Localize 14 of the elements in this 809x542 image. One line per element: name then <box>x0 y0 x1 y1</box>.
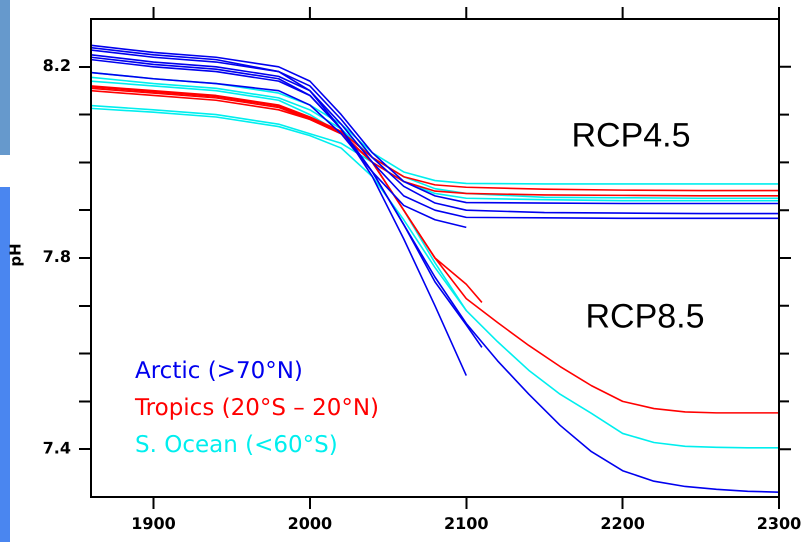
annotation: RCP8.5 <box>585 297 705 336</box>
text: Arctic (>70°N) <box>135 358 303 384</box>
text: Tropics (20°S – 20°N) <box>134 395 380 421</box>
x-tick-label: 2200 <box>600 514 645 533</box>
x-tick-label: 2300 <box>756 514 802 533</box>
y-axis-title: pH <box>6 243 25 267</box>
annotation: RCP4.5 <box>571 116 691 154</box>
y-tick-label: 7.4 <box>42 438 71 458</box>
y-tick-label: 8.2 <box>42 56 71 75</box>
y-tick-label: 7.8 <box>42 247 71 266</box>
x-tick-label: 2000 <box>288 514 332 533</box>
x-tick-label: 2100 <box>444 514 489 533</box>
text: S. Ocean (<60°S) <box>135 432 338 458</box>
x-tick-label: 1900 <box>131 514 176 533</box>
